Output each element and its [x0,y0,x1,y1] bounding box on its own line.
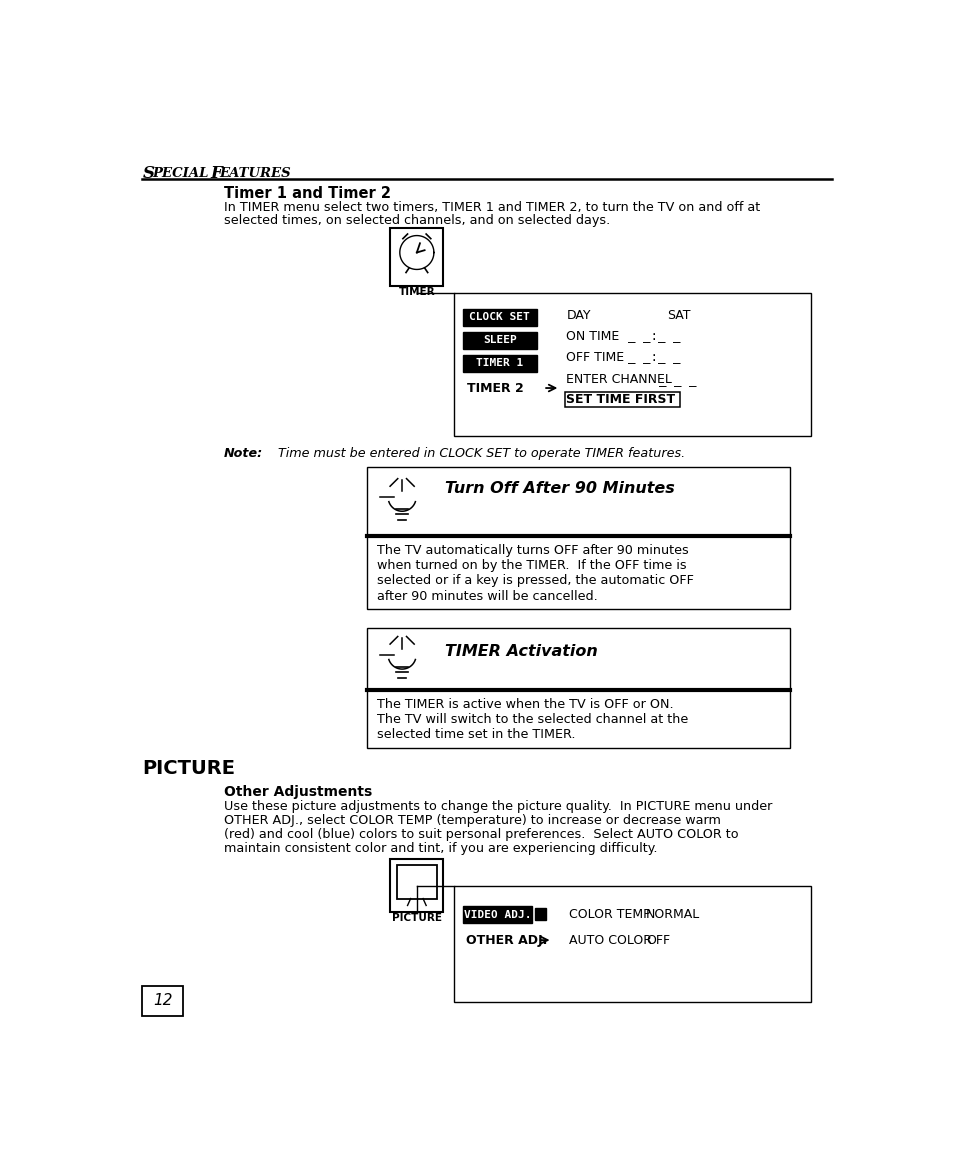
Text: when turned on by the TIMER.  If the OFF time is: when turned on by the TIMER. If the OFF … [376,558,685,572]
Text: S: S [142,165,154,182]
Text: F: F [210,165,221,182]
Text: Use these picture adjustments to change the picture quality.  In PICTURE menu un: Use these picture adjustments to change … [224,800,771,813]
Text: TIMER: TIMER [398,287,435,297]
Text: Other Adjustments: Other Adjustments [224,785,372,799]
Text: CLOCK SET: CLOCK SET [469,312,530,323]
Text: _ _:_ _: _ _:_ _ [628,351,680,365]
Text: ON TIME: ON TIME [566,330,619,344]
Text: after 90 minutes will be cancelled.: after 90 minutes will be cancelled. [376,590,597,603]
Bar [390,228,443,286]
Bar [454,294,810,435]
Text: Note:: Note: [224,447,263,460]
Bar [463,309,537,325]
Text: ENTER CHANNEL: ENTER CHANNEL [566,373,672,385]
Bar [454,886,810,1002]
Text: PICTURE: PICTURE [392,914,441,923]
Text: AUTO COLOR: AUTO COLOR [568,933,651,946]
Text: selected time set in the TIMER.: selected time set in the TIMER. [376,728,575,742]
Text: Timer 1 and Timer 2: Timer 1 and Timer 2 [224,186,391,201]
Text: COLOR TEMP: COLOR TEMP [568,908,650,921]
Text: PECIAL: PECIAL [152,167,213,180]
Text: selected or if a key is pressed, the automatic OFF: selected or if a key is pressed, the aut… [376,575,693,587]
Text: TIMER 1: TIMER 1 [476,359,523,368]
Text: 12: 12 [152,994,172,1009]
Text: Turn Off After 90 Minutes: Turn Off After 90 Minutes [444,481,674,496]
Text: _ _ _: _ _ _ [659,373,697,385]
Text: selected times, on selected channels, and on selected days.: selected times, on selected channels, an… [224,214,610,228]
Text: TIMER 2: TIMER 2 [467,382,523,395]
Text: OFF: OFF [645,933,670,946]
Text: OTHER ADJ.: OTHER ADJ. [466,933,547,946]
Text: The TIMER is active when the TV is OFF or ON.: The TIMER is active when the TV is OFF o… [376,698,673,711]
Bar [564,392,679,408]
Text: In TIMER menu select two timers, TIMER 1 and TIMER 2, to turn the TV on and off : In TIMER menu select two timers, TIMER 1… [224,201,760,214]
Text: Time must be entered in CLOCK SET to operate TIMER features.: Time must be entered in CLOCK SET to ope… [278,447,684,460]
Bar [463,355,537,372]
Text: PICTURE: PICTURE [142,759,235,778]
Bar [142,987,183,1016]
Text: maintain consistent color and tint, if you are experiencing difficulty.: maintain consistent color and tint, if y… [224,842,657,854]
Text: The TV automatically turns OFF after 90 minutes: The TV automatically turns OFF after 90 … [376,543,687,556]
Text: DAY: DAY [566,309,590,322]
Text: VIDEO ADJ.: VIDEO ADJ. [463,910,531,920]
Bar [534,908,545,921]
Text: SAT: SAT [666,309,690,322]
Text: OTHER ADJ., select COLOR TEMP (temperature) to increase or decrease warm: OTHER ADJ., select COLOR TEMP (temperatu… [224,814,720,827]
Text: _ _:_ _: _ _:_ _ [628,330,680,344]
Text: (red) and cool (blue) colors to suit personal preferences.  Select AUTO COLOR to: (red) and cool (blue) colors to suit per… [224,828,738,841]
Bar [367,467,789,610]
Text: TIMER Activation: TIMER Activation [444,644,597,659]
Text: NORMAL: NORMAL [645,908,700,921]
Bar [463,907,531,923]
Text: The TV will switch to the selected channel at the: The TV will switch to the selected chann… [376,713,687,726]
Bar [463,332,537,348]
Text: SLEEP: SLEEP [482,336,517,345]
Bar [390,859,443,911]
Text: SET TIME FIRST: SET TIME FIRST [566,394,675,406]
Text: EATURES: EATURES [219,167,291,180]
Text: OFF TIME: OFF TIME [566,351,624,365]
Bar [396,865,436,899]
Bar [367,628,789,748]
